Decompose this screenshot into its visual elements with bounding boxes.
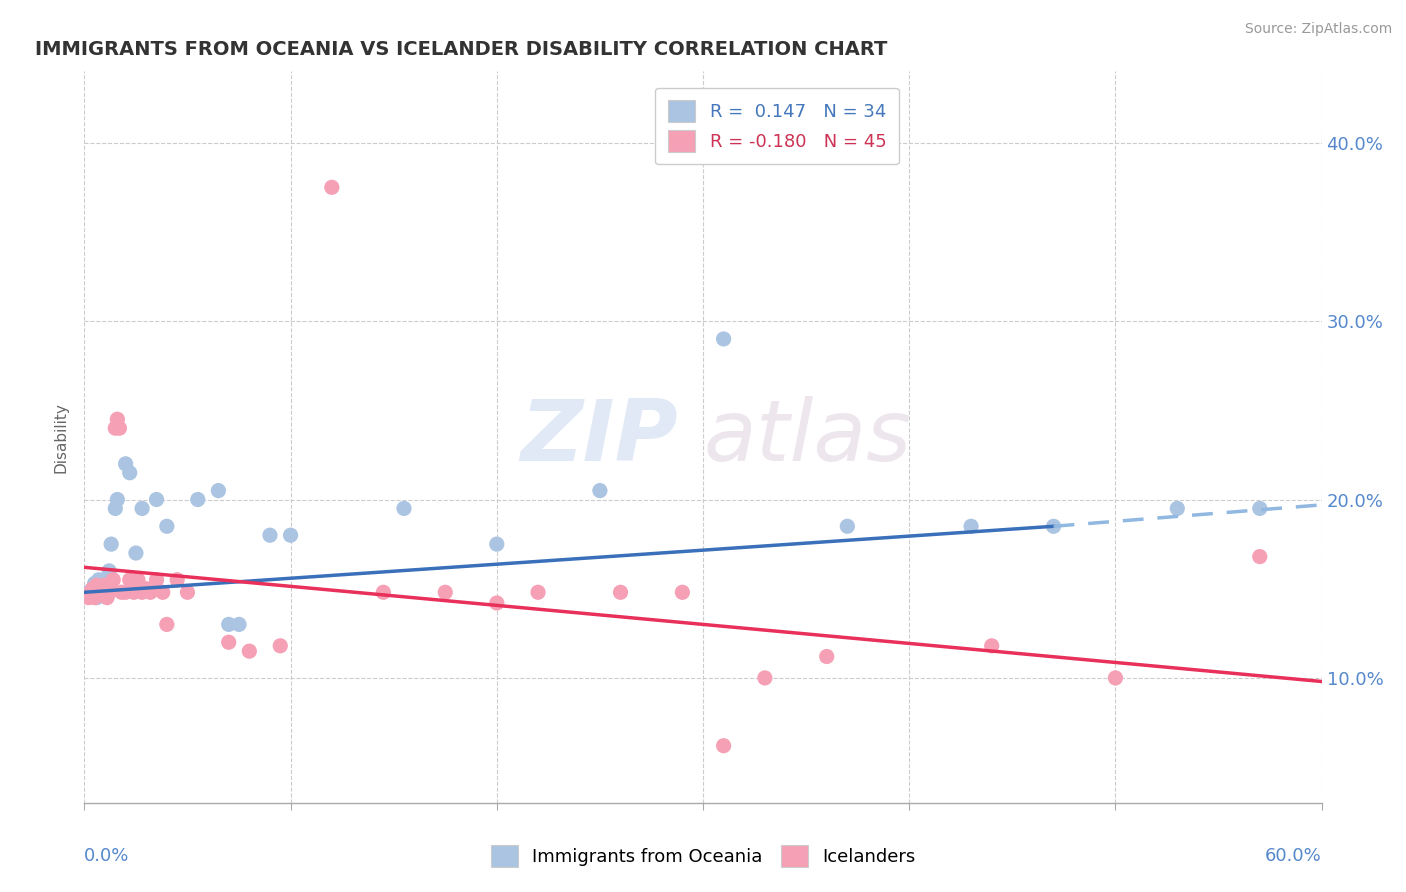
Point bbox=[114, 457, 136, 471]
Point bbox=[96, 591, 118, 605]
Text: IMMIGRANTS FROM OCEANIA VS ICELANDER DISABILITY CORRELATION CHART: IMMIGRANTS FROM OCEANIA VS ICELANDER DIS… bbox=[35, 39, 887, 59]
Point bbox=[980, 639, 1002, 653]
Point bbox=[713, 739, 735, 753]
Point bbox=[100, 537, 122, 551]
Point bbox=[259, 528, 281, 542]
Point bbox=[82, 582, 104, 596]
Legend: Immigrants from Oceania, Icelanders: Immigrants from Oceania, Icelanders bbox=[484, 838, 922, 874]
Point bbox=[87, 585, 110, 599]
Point bbox=[91, 585, 114, 599]
Point bbox=[122, 585, 145, 599]
Point bbox=[485, 537, 508, 551]
Text: atlas: atlas bbox=[703, 395, 911, 479]
Point bbox=[671, 585, 693, 599]
Point bbox=[135, 582, 157, 596]
Point bbox=[321, 180, 343, 194]
Point bbox=[176, 585, 198, 599]
Point bbox=[125, 546, 148, 560]
Point bbox=[103, 573, 125, 587]
Point bbox=[110, 585, 132, 599]
Point bbox=[1249, 549, 1271, 564]
Point bbox=[815, 649, 838, 664]
Text: 0.0%: 0.0% bbox=[84, 847, 129, 864]
Point bbox=[139, 585, 162, 599]
Point bbox=[228, 617, 250, 632]
Point bbox=[79, 585, 101, 599]
Point bbox=[94, 578, 117, 592]
Point bbox=[713, 332, 735, 346]
Point bbox=[609, 585, 631, 599]
Point bbox=[82, 582, 104, 596]
Point bbox=[90, 585, 112, 599]
Text: ZIP: ZIP bbox=[520, 395, 678, 479]
Point bbox=[96, 585, 118, 599]
Point bbox=[485, 596, 508, 610]
Point bbox=[83, 576, 105, 591]
Point bbox=[218, 617, 240, 632]
Point bbox=[86, 591, 108, 605]
Point bbox=[91, 582, 114, 596]
Point bbox=[104, 421, 127, 435]
Y-axis label: Disability: Disability bbox=[53, 401, 69, 473]
Point bbox=[1249, 501, 1271, 516]
Point bbox=[98, 585, 121, 599]
Point bbox=[114, 585, 136, 599]
Point bbox=[373, 585, 395, 599]
Point bbox=[754, 671, 776, 685]
Point bbox=[98, 564, 121, 578]
Point bbox=[434, 585, 457, 599]
Point bbox=[1166, 501, 1188, 516]
Point bbox=[87, 573, 110, 587]
Point bbox=[392, 501, 415, 516]
Point bbox=[94, 578, 117, 592]
Point bbox=[145, 573, 167, 587]
Point bbox=[207, 483, 229, 498]
Point bbox=[131, 585, 153, 599]
Point bbox=[589, 483, 612, 498]
Point bbox=[131, 501, 153, 516]
Point bbox=[83, 591, 105, 605]
Point bbox=[118, 573, 141, 587]
Point bbox=[156, 617, 179, 632]
Point bbox=[118, 466, 141, 480]
Legend: R =  0.147   N = 34, R = -0.180   N = 45: R = 0.147 N = 34, R = -0.180 N = 45 bbox=[655, 87, 898, 164]
Point bbox=[269, 639, 291, 653]
Point bbox=[166, 573, 188, 587]
Point bbox=[145, 492, 167, 507]
Point bbox=[837, 519, 859, 533]
Point bbox=[108, 421, 131, 435]
Point bbox=[1042, 519, 1064, 533]
Point bbox=[238, 644, 260, 658]
Point bbox=[527, 585, 550, 599]
Point bbox=[77, 585, 100, 599]
Point bbox=[280, 528, 302, 542]
Point bbox=[100, 582, 122, 596]
Point bbox=[187, 492, 209, 507]
Point bbox=[90, 582, 112, 596]
Point bbox=[104, 501, 127, 516]
Point bbox=[77, 591, 100, 605]
Point bbox=[105, 412, 128, 426]
Point bbox=[105, 492, 128, 507]
Point bbox=[156, 519, 179, 533]
Point bbox=[218, 635, 240, 649]
Point bbox=[127, 573, 149, 587]
Text: 60.0%: 60.0% bbox=[1265, 847, 1322, 864]
Point bbox=[152, 585, 174, 599]
Point bbox=[960, 519, 983, 533]
Point bbox=[1104, 671, 1126, 685]
Point bbox=[86, 578, 108, 592]
Text: Source: ZipAtlas.com: Source: ZipAtlas.com bbox=[1244, 22, 1392, 37]
